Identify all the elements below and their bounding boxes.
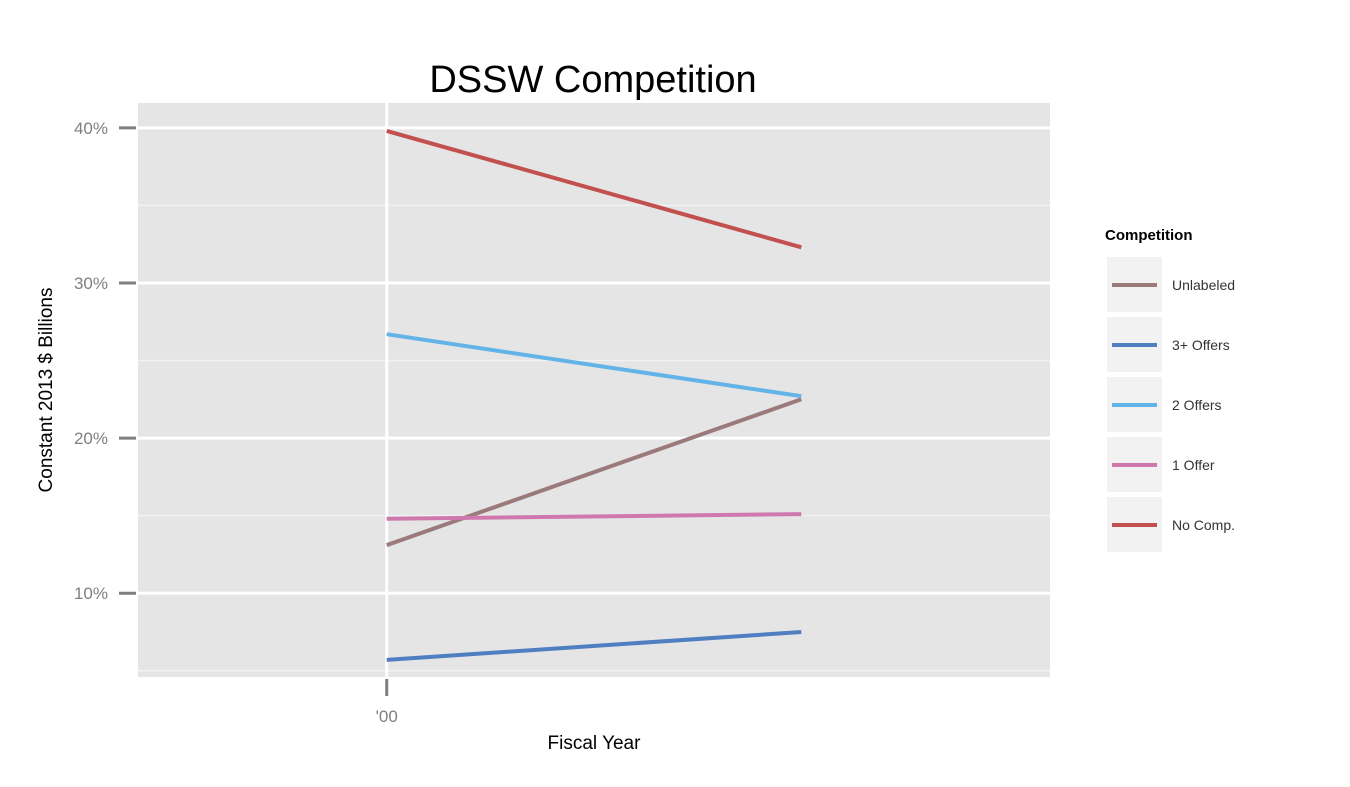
y-axis-title: Constant 2013 $ Billions xyxy=(36,288,57,493)
x-tick-label: '00 xyxy=(376,707,398,726)
legend-label: Unlabeled xyxy=(1172,277,1235,293)
plot-panel xyxy=(138,103,1050,677)
series-line xyxy=(386,128,802,250)
y-tick-label: 40% xyxy=(74,119,108,138)
axes: 10% 20% 30% 40% '00 xyxy=(74,119,398,726)
legend: Competition Unlabeled 3+ Offers 2 Offers 1 … xyxy=(1105,227,1235,552)
chart-title: DSSW Competition xyxy=(429,59,756,101)
series-lines xyxy=(386,128,802,662)
legend-label: 1 Offer xyxy=(1172,457,1215,473)
series-line xyxy=(386,397,802,547)
legend-label: No Comp. xyxy=(1172,517,1235,533)
legend-title: Competition xyxy=(1105,227,1193,244)
y-tick-label: 10% xyxy=(74,584,108,603)
series-line xyxy=(386,630,802,662)
x-axis-title: Fiscal Year xyxy=(548,733,642,754)
legend-label: 3+ Offers xyxy=(1172,337,1230,353)
legend-label: 2 Offers xyxy=(1172,397,1222,413)
series-line xyxy=(386,332,802,399)
series-line xyxy=(386,512,802,521)
y-tick-label: 20% xyxy=(74,429,108,448)
y-tick-label: 30% xyxy=(74,274,108,293)
